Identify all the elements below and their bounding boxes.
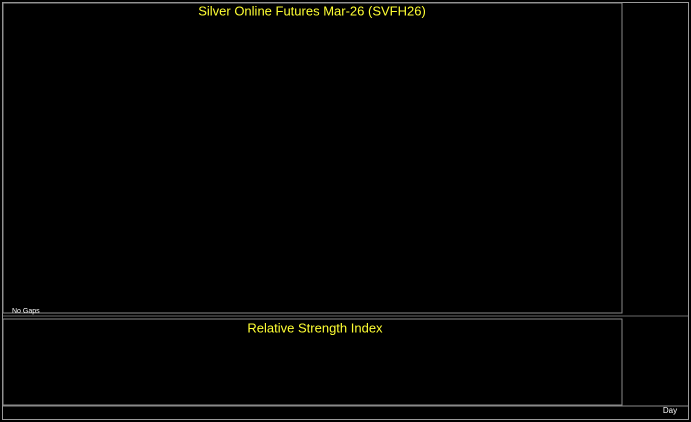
rsi-panel — [2, 318, 623, 406]
note: No Gaps — [12, 308, 40, 315]
rsi-title: Relative Strength Index — [247, 320, 383, 335]
price-panel — [2, 2, 623, 314]
chart-title: Silver Online Futures Mar-26 (SVFH26) — [198, 3, 426, 18]
x-axis-label: Day — [663, 406, 677, 415]
